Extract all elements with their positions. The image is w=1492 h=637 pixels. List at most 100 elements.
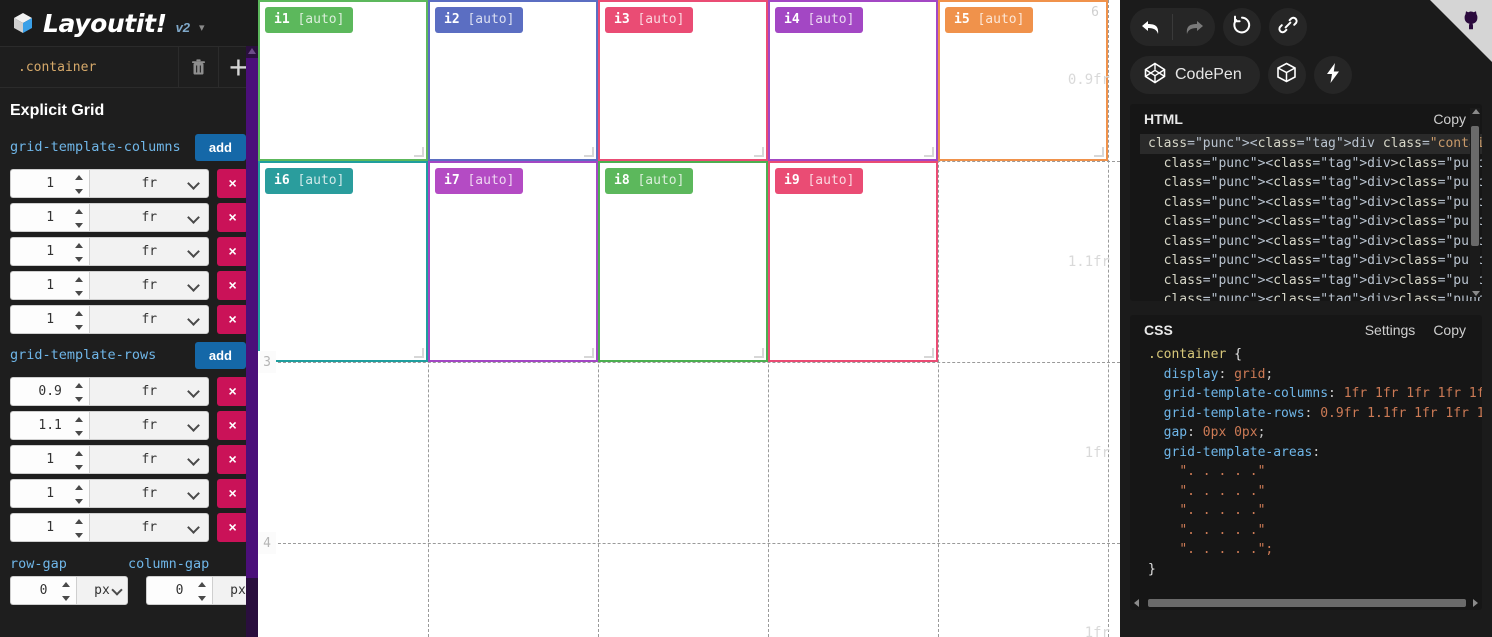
- column-track-delete-button[interactable]: ×: [217, 236, 248, 266]
- html-code-line[interactable]: class="punc"><class="tag">div>class="pun…: [1163, 253, 1482, 268]
- row-gap-stepper[interactable]: [61, 582, 71, 601]
- html-code-line[interactable]: class="punc"><class="tag">div class="con…: [1140, 134, 1482, 154]
- row-track-stepper[interactable]: [74, 416, 84, 436]
- column-track-value-input[interactable]: 1: [10, 168, 90, 198]
- resize-handle[interactable]: [754, 348, 764, 358]
- resize-handle[interactable]: [754, 147, 764, 157]
- scroll-up-arrow-icon[interactable]: [248, 48, 256, 54]
- grid-item-i1[interactable]: i1 [auto]: [258, 0, 428, 161]
- grid-item-i4[interactable]: i4 [auto]: [768, 0, 938, 161]
- column-track-value-input[interactable]: 1: [10, 304, 90, 334]
- css-code-line[interactable]: grid-template-areas:: [1163, 444, 1321, 460]
- resize-handle[interactable]: [924, 348, 934, 358]
- row-track-delete-button[interactable]: ×: [217, 478, 248, 508]
- column-marker[interactable]: 6: [1091, 4, 1099, 20]
- column-gap-input[interactable]: 0: [146, 576, 212, 605]
- export-cube-button[interactable]: [1267, 56, 1306, 94]
- row-track-delete-button[interactable]: ×: [217, 444, 248, 474]
- css-code-line[interactable]: }: [1148, 561, 1156, 577]
- grid-item-i8[interactable]: i8 [auto]: [598, 161, 768, 362]
- column-track-stepper[interactable]: [74, 174, 84, 194]
- column-track-stepper[interactable]: [74, 242, 84, 262]
- row-track-delete-button[interactable]: ×: [217, 376, 248, 406]
- row-track-stepper[interactable]: [74, 518, 84, 538]
- html-code-line[interactable]: class="punc"><class="tag">div>class="pun…: [1163, 194, 1482, 210]
- html-code-line[interactable]: class="punc"><class="tag">div>class="pun…: [1163, 272, 1482, 288]
- scroll-right-arrow-icon[interactable]: [1473, 599, 1478, 607]
- column-track-unit-select[interactable]: fr: [89, 270, 210, 300]
- scroll-down-arrow-icon[interactable]: [1472, 291, 1480, 296]
- row-track-delete-button[interactable]: ×: [217, 410, 248, 440]
- column-track-delete-button[interactable]: ×: [217, 168, 248, 198]
- resize-handle[interactable]: [924, 147, 934, 157]
- grid-item-i7[interactable]: i7 [auto]: [428, 161, 598, 362]
- scroll-up-arrow-icon[interactable]: [1472, 109, 1480, 114]
- sidebar-scrollbar[interactable]: [246, 46, 258, 637]
- column-track-stepper[interactable]: [74, 310, 84, 330]
- column-track-delete-button[interactable]: ×: [217, 304, 248, 334]
- column-track-value-input[interactable]: 1: [10, 236, 90, 266]
- grid-item-i2[interactable]: i2 [auto]: [428, 0, 598, 161]
- grid-canvas[interactable]: i1 [auto] i2 [auto] i3 [auto] i4 [auto] i5 […: [258, 0, 1120, 637]
- css-hscrollbar-thumb[interactable]: [1148, 599, 1466, 607]
- css-code-line[interactable]: grid-template-rows: 0.9fr 1.1fr 1fr 1fr …: [1163, 405, 1482, 421]
- resize-handle[interactable]: [584, 348, 594, 358]
- trash-icon[interactable]: [178, 47, 218, 87]
- github-corner[interactable]: [1430, 0, 1492, 62]
- html-code-line[interactable]: class="punc"><class="tag">div>class="pun…: [1163, 214, 1482, 229]
- row-track-unit-select[interactable]: fr: [89, 444, 210, 474]
- row-track-value-input[interactable]: 1: [10, 478, 90, 508]
- add-row-button[interactable]: add: [194, 341, 246, 369]
- redo-arrow-icon[interactable]: [1173, 8, 1215, 46]
- grid-item-i6[interactable]: i6 [auto]: [258, 161, 428, 362]
- css-copy-button[interactable]: Copy: [1433, 322, 1466, 338]
- css-code-line[interactable]: ". . . . .": [1179, 464, 1266, 479]
- row-track-value-input[interactable]: 1: [10, 512, 90, 542]
- html-code-line[interactable]: class="punc"><class="tag">div>class="pun…: [1163, 292, 1482, 301]
- grid-item-i3[interactable]: i3 [auto]: [598, 0, 768, 161]
- html-code-line[interactable]: class="punc"><class="tag">div>class="pun…: [1163, 155, 1482, 171]
- row-track-value-input[interactable]: 1: [10, 444, 90, 474]
- resize-handle[interactable]: [414, 348, 424, 358]
- row-track-unit-select[interactable]: fr: [89, 376, 210, 406]
- row-track-value-input[interactable]: 0.9: [10, 376, 90, 406]
- css-code-line[interactable]: ". . . . .": [1179, 503, 1266, 518]
- column-track-unit-select[interactable]: fr: [89, 168, 210, 198]
- column-track-delete-button[interactable]: ×: [217, 270, 248, 300]
- row-track-unit-select[interactable]: fr: [89, 512, 210, 542]
- quick-action-button[interactable]: [1313, 56, 1352, 94]
- css-code-line[interactable]: ". . . . .": [1179, 522, 1266, 538]
- css-code-line[interactable]: gap: 0px 0px;: [1163, 425, 1266, 440]
- column-track-stepper[interactable]: [74, 276, 84, 296]
- scroll-left-arrow-icon[interactable]: [1134, 599, 1139, 607]
- resize-handle[interactable]: [1094, 147, 1104, 157]
- row-gap-unit-select[interactable]: px: [76, 576, 128, 605]
- column-track-delete-button[interactable]: ×: [217, 202, 248, 232]
- row-track-unit-select[interactable]: fr: [89, 478, 210, 508]
- plus-icon[interactable]: [218, 47, 258, 87]
- undo-arrow-icon[interactable]: [1130, 8, 1172, 46]
- column-track-value-input[interactable]: 1: [10, 202, 90, 232]
- css-code-line[interactable]: grid-template-columns: 1fr 1fr 1fr 1fr 1…: [1163, 386, 1482, 401]
- html-scrollbar-thumb[interactable]: [1471, 126, 1479, 246]
- css-settings-button[interactable]: Settings: [1364, 322, 1416, 338]
- css-code-line[interactable]: ". . . . .";: [1179, 542, 1274, 557]
- css-code-content[interactable]: .container { display: grid; grid-templat…: [1130, 345, 1482, 579]
- column-track-unit-select[interactable]: fr: [89, 202, 210, 232]
- sidebar-scrollbar-thumb[interactable]: [246, 58, 258, 578]
- column-track-stepper[interactable]: [74, 208, 84, 228]
- column-track-value-input[interactable]: 1: [10, 270, 90, 300]
- chevron-down-icon[interactable]: ▾: [199, 21, 205, 34]
- add-column-button[interactable]: add: [194, 133, 246, 161]
- css-code-line[interactable]: ". . . . .": [1179, 483, 1266, 499]
- refresh-button[interactable]: [1223, 8, 1261, 46]
- column-track-unit-select[interactable]: fr: [89, 236, 210, 266]
- css-code-line[interactable]: display: grid;: [1163, 366, 1274, 382]
- row-track-unit-select[interactable]: fr: [89, 410, 210, 440]
- column-gap-stepper[interactable]: [197, 582, 207, 601]
- column-track-unit-select[interactable]: fr: [89, 304, 210, 334]
- html-panel-scrollbar[interactable]: [1470, 108, 1480, 297]
- resize-handle[interactable]: [414, 147, 424, 157]
- row-marker[interactable]: 4: [258, 532, 276, 554]
- row-gap-input[interactable]: 0: [10, 576, 76, 605]
